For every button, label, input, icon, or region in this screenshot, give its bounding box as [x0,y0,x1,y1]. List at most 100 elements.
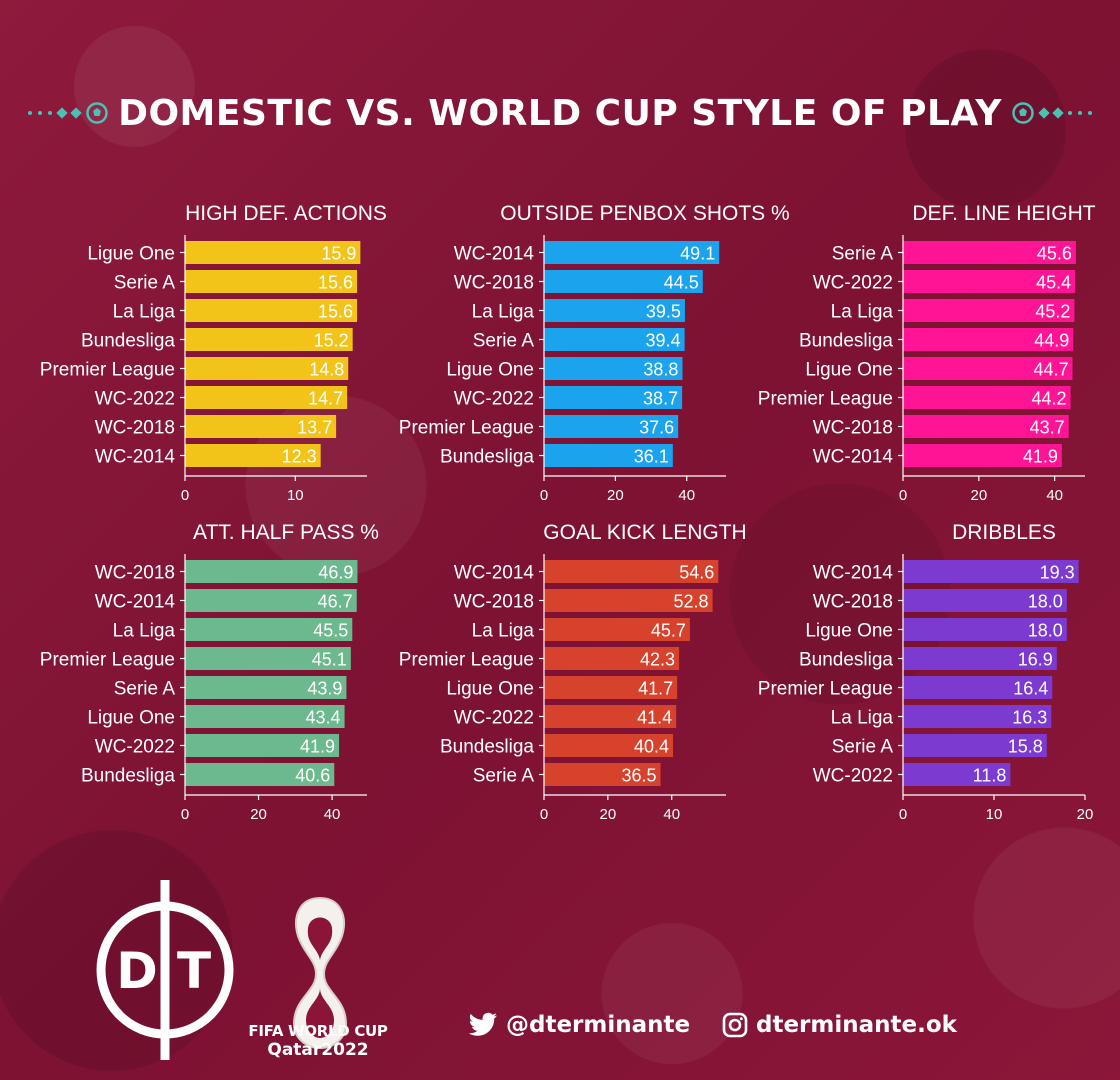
twitter-handle-text: @dterminante [506,1012,691,1038]
data-label: 15.9 [321,244,356,264]
data-label: 14.8 [309,360,344,380]
bar [544,299,685,322]
bar [544,415,679,438]
x-tick-label: 40 [1046,487,1063,504]
bar [903,328,1074,351]
data-label: 52.8 [674,592,709,612]
x-tick-label: 20 [600,806,617,823]
bar [903,618,1067,641]
bar-chart-panel: OUTSIDE PENBOX SHOTS % WC-2014 49.1 WC-2018… [399,202,790,504]
category-label: Premier League [40,360,175,381]
panel-title: ATT. HALF PASS % [193,521,379,544]
bar-chart-panel: ATT. HALF PASS % WC-2018 46.9 WC-2014 46.7 La… [40,521,379,823]
data-label: 54.6 [679,563,714,583]
data-label: 36.5 [621,766,656,786]
dot-icon [28,111,33,115]
bar-chart-panel: HIGH DEF. ACTIONS Ligue One 15.9 Serie A 15.… [40,202,387,504]
data-label: 16.4 [1013,679,1048,699]
category-label: Serie A [473,766,535,787]
category-label: WC-2022 [95,389,175,410]
world-cup-subtitle: Qatar2022 [267,1040,369,1060]
instagram-icon [722,1012,748,1038]
category-label: WC-2018 [454,273,534,294]
category-label: WC-2014 [454,244,535,265]
bar [185,589,357,612]
bar [185,241,361,264]
twitter-handle[interactable]: @dterminante [468,1012,690,1038]
data-label: 39.5 [646,302,681,322]
category-label: Ligue One [805,360,893,381]
bar [185,270,358,293]
data-label: 36.1 [634,447,669,467]
x-tick-label: 0 [540,487,548,504]
bar [544,386,683,409]
instagram-handle-text: dterminante.ok [756,1012,957,1038]
category-label: Bundesliga [81,766,175,787]
category-label: WC-2022 [95,737,175,758]
bar [903,299,1075,322]
bar [185,444,321,467]
data-label: 46.7 [318,592,353,612]
page-title: DOMESTIC VS. WORLD CUP STYLE OF PLAY [118,92,1002,134]
instagram-handle[interactable]: dterminante.ok [722,1012,957,1038]
category-label: Bundesliga [799,650,893,671]
data-label: 41.9 [300,737,335,757]
bar [544,357,683,380]
category-label: La Liga [472,621,535,642]
category-label: WC-2018 [813,418,893,439]
bar [544,444,673,467]
x-tick-label: 0 [181,487,189,504]
bar [544,734,673,757]
category-label: Bundesliga [440,737,534,758]
football-icon [1012,102,1034,124]
data-label: 45.6 [1037,244,1072,264]
bar [544,676,678,699]
bar [903,241,1076,264]
x-tick-label: 20 [1077,806,1094,823]
bar-chart-panel: DEF. LINE HEIGHT Serie A 45.6 WC-2022 45.4 La… [758,202,1096,504]
bar [544,589,713,612]
data-label: 46.9 [318,563,353,583]
category-label: Premier League [758,389,893,410]
data-label: 15.6 [318,302,353,322]
category-label: Premier League [399,650,534,671]
bar [185,734,340,757]
category-label: WC-2022 [454,708,534,729]
data-label: 15.8 [1008,737,1043,757]
dot-icon [38,111,43,115]
data-label: 45.5 [313,621,348,641]
data-label: 19.3 [1040,563,1075,583]
data-label: 37.6 [639,418,674,438]
category-label: Premier League [40,650,175,671]
category-label: Serie A [114,273,176,294]
bar [544,241,720,264]
data-label: 38.8 [643,360,678,380]
category-label: Bundesliga [440,447,534,468]
data-label: 12.3 [282,447,317,467]
bar [903,386,1071,409]
bar [903,589,1067,612]
category-label: La Liga [113,621,176,642]
dot-icon [1077,111,1082,115]
bar [185,357,349,380]
x-tick-label: 0 [899,487,907,504]
bar [185,386,348,409]
x-tick-label: 20 [970,487,987,504]
bar [185,647,351,670]
bar-chart-panel: GOAL KICK LENGTH WC-2014 54.6 WC-2018 52.8 La… [399,521,747,823]
panel-title: HIGH DEF. ACTIONS [185,202,387,225]
bar [544,763,661,786]
data-label: 44.7 [1033,360,1068,380]
category-label: La Liga [831,708,894,729]
data-label: 43.7 [1030,418,1065,438]
data-label: 44.5 [664,273,699,293]
data-label: 45.1 [312,650,347,670]
data-label: 45.4 [1036,273,1071,293]
category-label: Serie A [832,737,894,758]
data-label: 11.8 [973,766,1007,786]
category-label: WC-2014 [95,592,176,613]
category-label: Serie A [473,331,535,352]
bar [903,270,1076,293]
category-label: WC-2014 [813,563,894,584]
